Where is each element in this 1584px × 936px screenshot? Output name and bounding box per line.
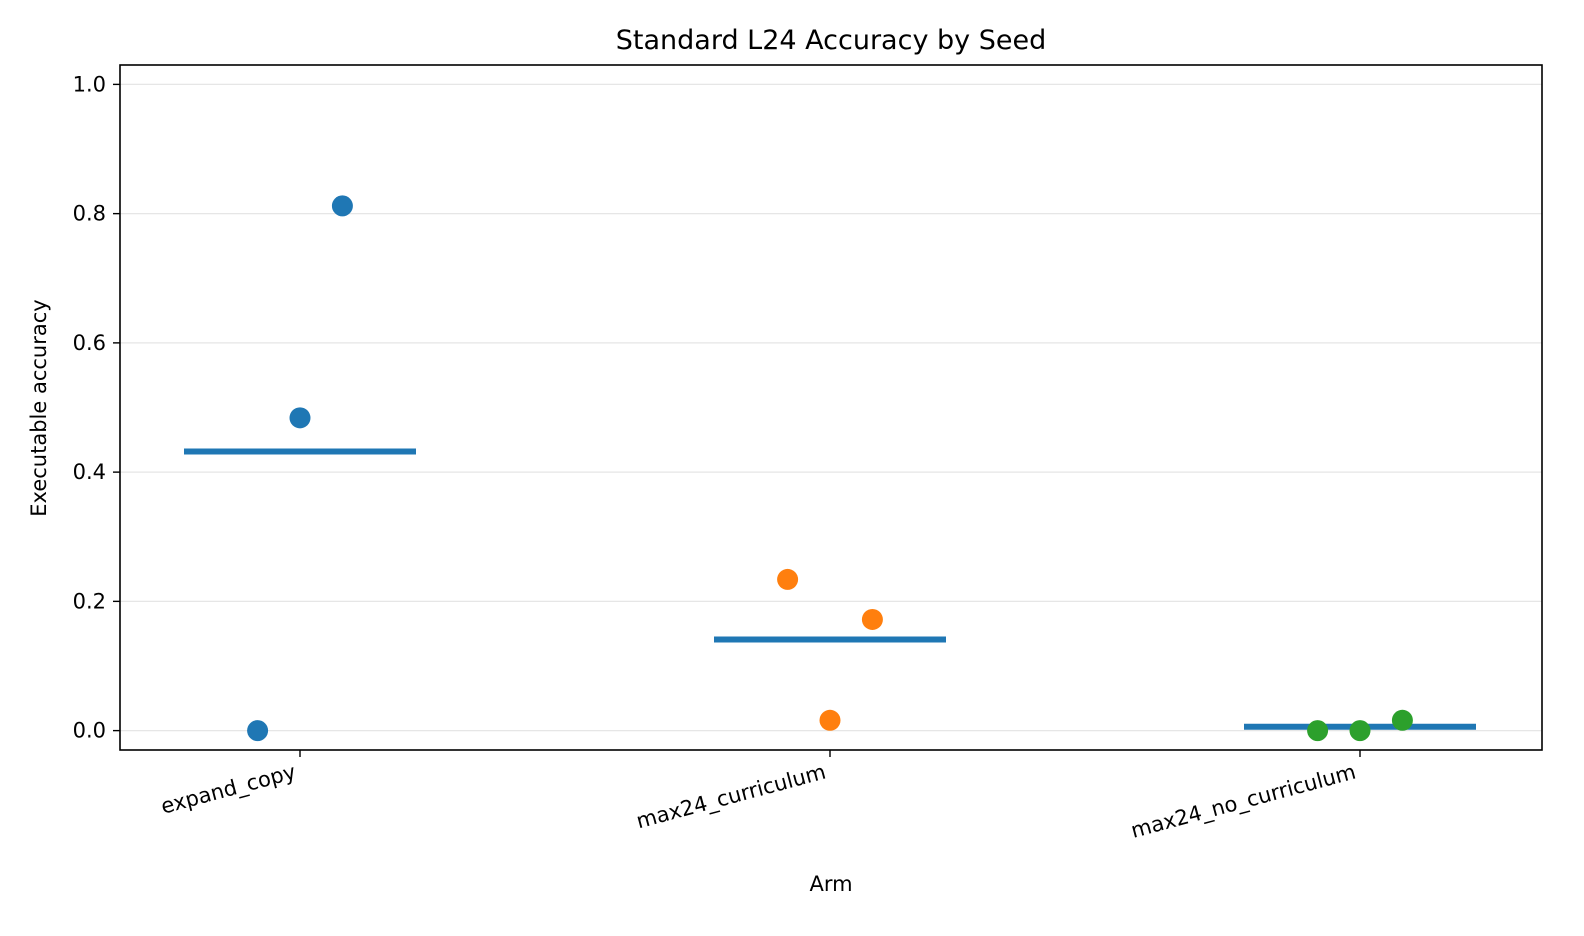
- seed-point: [1391, 709, 1413, 731]
- x-axis-label: Arm: [809, 872, 852, 896]
- seed-point: [1307, 720, 1329, 742]
- y-tick-label: 0.6: [73, 331, 106, 355]
- y-tick-label: 0.8: [73, 202, 106, 226]
- seed-point: [777, 568, 799, 590]
- y-tick-label: 0.4: [73, 460, 106, 484]
- y-tick-label: 0.2: [73, 589, 106, 613]
- seed-point: [819, 709, 841, 731]
- x-tick-label: expand_copy: [158, 760, 298, 820]
- seed-point: [861, 608, 883, 630]
- y-axis: 0.0 0.2 0.4 0.6 0.8 1.0: [73, 72, 120, 743]
- point-layer: [247, 195, 1413, 742]
- grid-layer: [120, 83, 1542, 732]
- mean-layer: [184, 448, 1476, 730]
- x-tick-label: max24_no_curriculum: [1128, 760, 1358, 844]
- seed-point: [331, 195, 353, 217]
- seed-point: [289, 407, 311, 429]
- x-tick-label: max24_curriculum: [634, 760, 829, 835]
- x-axis: expand_copy max24_curriculum max24_no_curr…: [158, 750, 1361, 844]
- y-tick-label: 0.0: [73, 719, 106, 743]
- seed-point: [247, 720, 269, 742]
- plot-frame: [119, 64, 1543, 751]
- y-tick-label: 1.0: [73, 72, 106, 96]
- chart-title: Standard L24 Accuracy by Seed: [616, 25, 1046, 56]
- seed-point: [1349, 720, 1371, 742]
- y-axis-label: Executable accuracy: [27, 299, 51, 516]
